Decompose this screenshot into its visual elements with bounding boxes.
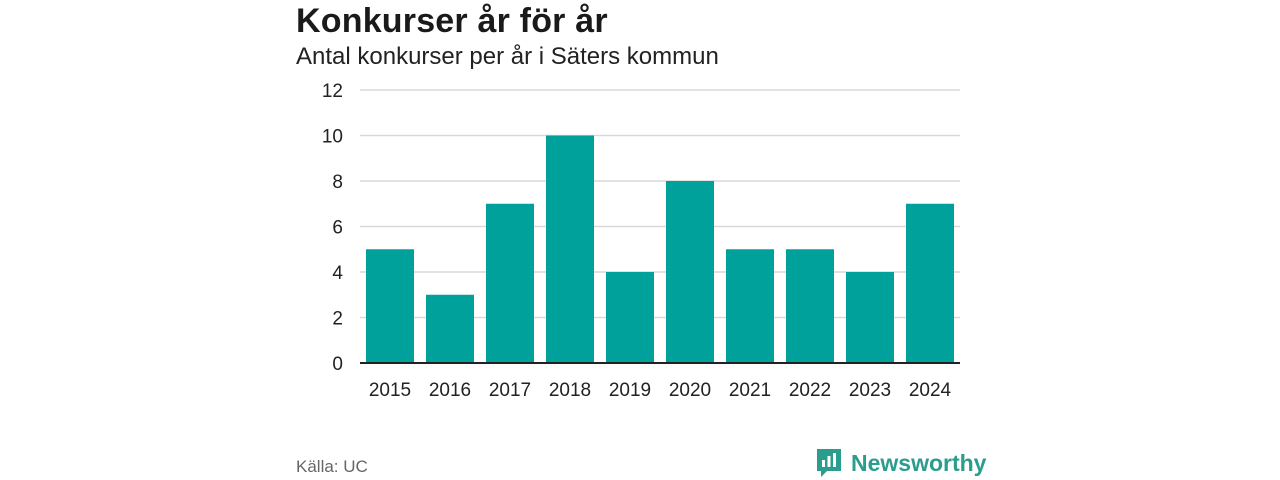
x-tick-label: 2018 — [549, 380, 591, 401]
y-axis-ticks: 0 2 4 6 8 10 12 — [322, 81, 344, 375]
x-tick-label: 2017 — [489, 380, 531, 401]
bar-2024 — [906, 203, 954, 363]
y-tick-label: 4 — [332, 263, 343, 284]
x-tick-label: 2016 — [429, 380, 471, 401]
y-tick-label: 2 — [332, 309, 343, 330]
bar-2019 — [606, 272, 654, 363]
bar-2017 — [486, 203, 534, 363]
y-tick-label: 10 — [322, 127, 343, 148]
bar-2015 — [366, 249, 414, 363]
chart-subtitle: Antal konkurser per år i Säters kommun — [296, 43, 719, 70]
bar-2018 — [546, 135, 594, 363]
brand-name: Newsworthy — [851, 449, 987, 476]
y-tick-label: 0 — [332, 354, 343, 375]
chart-title: Konkurser år för år — [296, 2, 608, 40]
bars — [366, 135, 954, 363]
y-tick-label: 12 — [322, 81, 343, 102]
x-tick-label: 2022 — [789, 380, 831, 401]
x-tick-label: 2020 — [669, 380, 711, 401]
x-tick-label: 2019 — [609, 380, 651, 401]
x-axis-ticks: 2015 2016 2017 2018 2019 2020 2021 2022 2023 2024 — [369, 380, 952, 401]
x-tick-label: 2015 — [369, 380, 411, 401]
bar-2021 — [726, 249, 774, 363]
bar-2023 — [846, 272, 894, 363]
bar-2020 — [666, 181, 714, 363]
bar-2016 — [426, 294, 474, 363]
y-tick-label: 8 — [332, 172, 343, 193]
x-tick-label: 2024 — [909, 380, 952, 401]
source-label: Källa: UC — [296, 457, 368, 476]
newsworthy-icon — [817, 449, 841, 477]
x-tick-label: 2023 — [849, 380, 891, 401]
y-tick-label: 6 — [332, 218, 343, 239]
bar-2022 — [786, 249, 834, 363]
x-tick-label: 2021 — [729, 380, 771, 401]
newsworthy-logo: Newsworthy — [815, 447, 986, 479]
